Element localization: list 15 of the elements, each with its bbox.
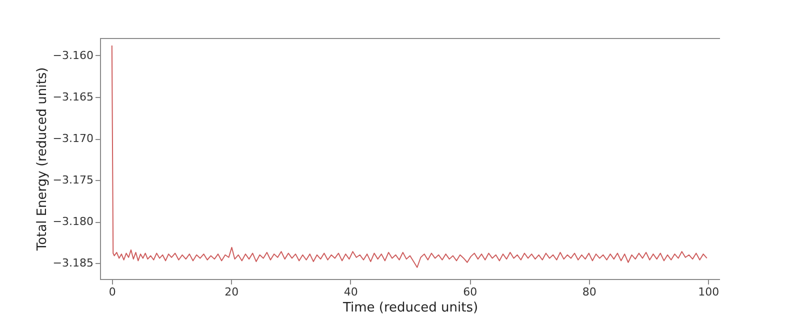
x-tick-label: 0 xyxy=(108,286,116,298)
y-tick-label: −3.185 xyxy=(52,256,94,270)
line-series xyxy=(111,44,708,268)
y-tick-label: −3.165 xyxy=(52,90,94,104)
x-tick-label: 20 xyxy=(224,286,239,298)
y-axis-title: Total Energy (reduced units) xyxy=(34,67,50,252)
x-tick-label: 40 xyxy=(344,286,358,298)
x-tick-label: 80 xyxy=(582,286,596,298)
x-tick-label: 100 xyxy=(698,286,720,298)
x-axis-title: Time (reduced units) xyxy=(342,300,478,316)
x-tick-label: 60 xyxy=(463,286,478,298)
y-tick-label: −3.170 xyxy=(52,132,94,146)
y-tick-label: −3.175 xyxy=(52,174,94,187)
y-tick-label: −3.160 xyxy=(52,48,94,62)
y-tick-label: −3.180 xyxy=(52,215,94,228)
